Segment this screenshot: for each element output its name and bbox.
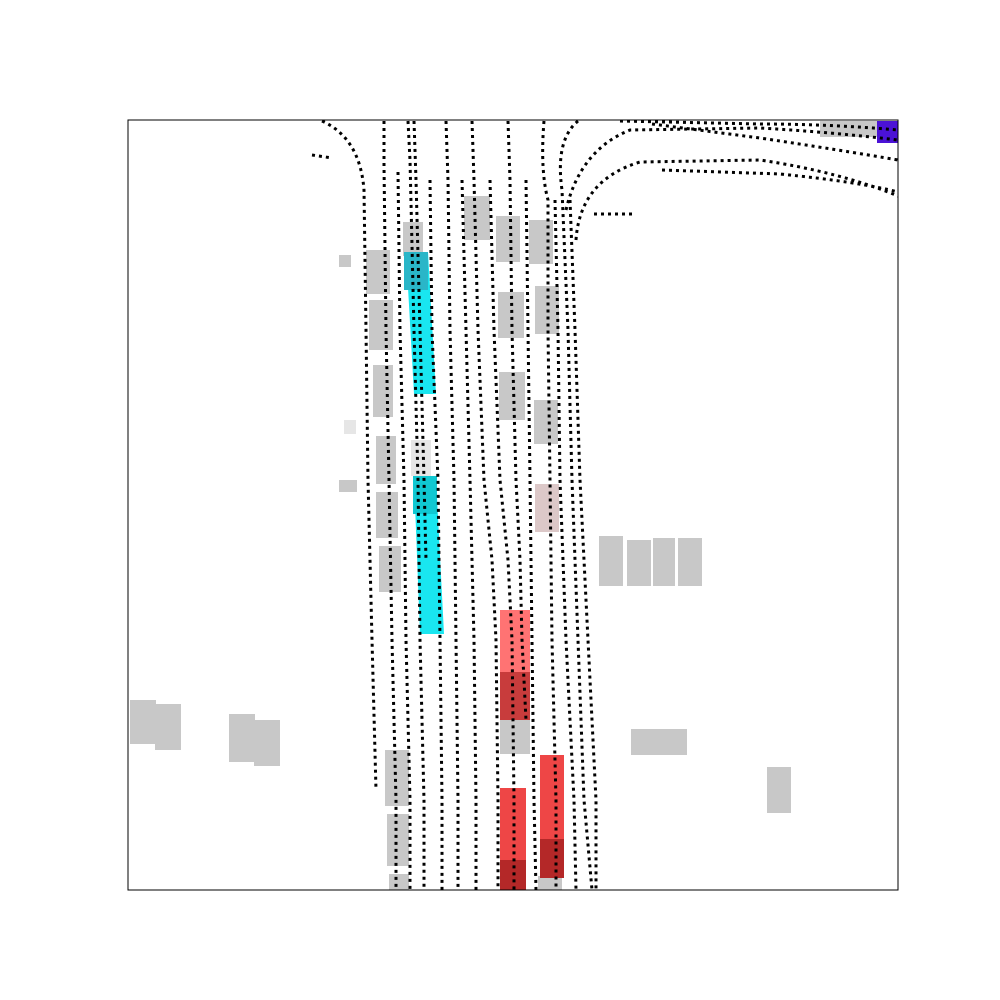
map-frame bbox=[127, 119, 899, 891]
parked-vehicle bbox=[387, 814, 409, 866]
lane-line bbox=[541, 120, 558, 890]
lane-line bbox=[406, 120, 426, 890]
parked-vehicle bbox=[366, 250, 390, 294]
agent-vehicle bbox=[404, 252, 428, 290]
pedestrian bbox=[339, 480, 357, 492]
lane-line bbox=[321, 119, 378, 791]
lane-line bbox=[412, 120, 428, 561]
pedestrian bbox=[339, 255, 351, 267]
lane-line bbox=[524, 179, 538, 891]
faded-object bbox=[344, 420, 356, 434]
parked-vehicle bbox=[631, 729, 687, 755]
parked-vehicle bbox=[369, 300, 393, 350]
parked-vehicle bbox=[385, 750, 409, 806]
parked-vehicle bbox=[820, 121, 878, 137]
lane-line bbox=[564, 126, 899, 211]
agent-cyan-1 bbox=[404, 252, 436, 394]
lane-line bbox=[444, 120, 460, 890]
lane-line bbox=[651, 122, 899, 162]
parked-vehicle bbox=[678, 538, 702, 586]
parked-vehicle bbox=[229, 714, 255, 762]
lane-line bbox=[619, 119, 899, 132]
parked-vehicle bbox=[464, 196, 490, 240]
agent-trajectory bbox=[500, 610, 530, 672]
parked-vehicle bbox=[373, 365, 393, 417]
parked-vehicle bbox=[498, 292, 524, 338]
agent-vehicle bbox=[540, 839, 564, 878]
agent-trajectory bbox=[414, 478, 444, 634]
agent-red-1 bbox=[500, 610, 530, 720]
parked-vehicle bbox=[538, 876, 562, 890]
parked-vehicle bbox=[389, 874, 409, 890]
lane-line bbox=[574, 158, 899, 241]
parked-vehicle bbox=[496, 216, 520, 262]
lane-line bbox=[428, 179, 444, 890]
parked-vehicle bbox=[155, 704, 181, 750]
static-objects bbox=[130, 121, 878, 890]
faded-object bbox=[411, 440, 431, 476]
lane-line bbox=[470, 120, 500, 890]
lane-line bbox=[382, 121, 398, 890]
lane-line bbox=[506, 120, 528, 721]
light-objects bbox=[344, 420, 431, 476]
parked-vehicle bbox=[599, 536, 623, 586]
lane-line bbox=[460, 179, 478, 890]
parked-vehicle bbox=[500, 718, 530, 754]
agent-faint-pink bbox=[535, 484, 559, 532]
parked-vehicle bbox=[499, 372, 525, 420]
lane-dividers bbox=[311, 119, 899, 891]
parked-vehicle bbox=[130, 700, 156, 744]
agent-trajectory bbox=[540, 755, 564, 839]
parked-vehicle bbox=[376, 436, 396, 484]
parked-vehicle bbox=[376, 492, 398, 538]
parked-vehicle bbox=[627, 540, 651, 586]
parked-vehicle bbox=[767, 767, 791, 813]
lane-line bbox=[661, 168, 899, 194]
parked-vehicle bbox=[534, 400, 558, 444]
parked-vehicle bbox=[653, 538, 675, 586]
lane-line bbox=[311, 153, 333, 160]
agent-red-2 bbox=[540, 755, 564, 878]
parked-vehicle bbox=[254, 720, 280, 766]
lane-line bbox=[488, 179, 516, 890]
